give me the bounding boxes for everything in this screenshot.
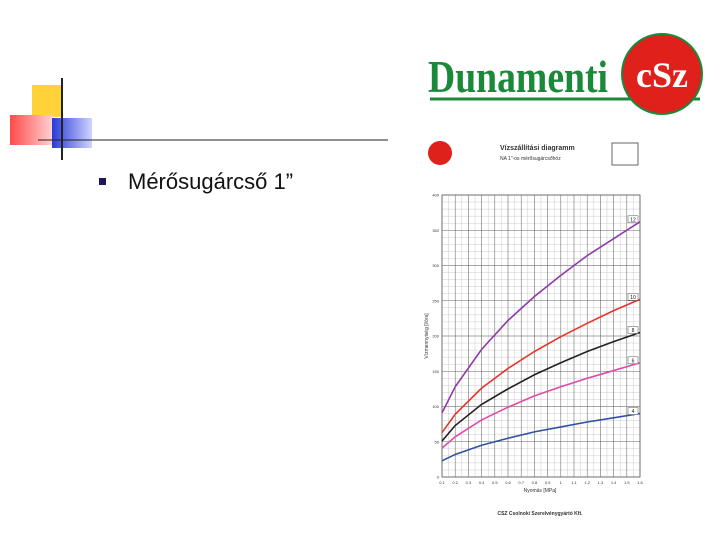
y-tick-label: 0: [437, 475, 440, 480]
y-axis-label: Vízmennyiség [l/óra]: [424, 313, 430, 359]
series-label: 4: [632, 409, 635, 415]
logo-badge-text: cSz: [636, 55, 688, 95]
bullet: [99, 178, 106, 185]
series-line: [441, 298, 641, 434]
y-tick-label: 300: [432, 263, 439, 268]
x-tick-label: 0.5: [492, 480, 498, 485]
x-tick-label: 0.1: [439, 480, 445, 485]
chart-subtitle: NA 1"-os mérősugárcsőhöz: [500, 156, 561, 162]
x-tick-label: 1.2: [584, 480, 590, 485]
x-tick-label: 1.1: [571, 480, 577, 485]
series-label: 10: [630, 295, 636, 301]
series-label: 8: [632, 328, 635, 334]
x-tick-label: 0.4: [479, 480, 485, 485]
chart-image: [418, 135, 650, 535]
chart-footer: CSZ Csolnoki Szerelvénygyártó Kft.: [497, 511, 583, 517]
x-tick-label: 1.5: [624, 480, 630, 485]
series-label-box: [627, 407, 639, 415]
x-tick-label: 0.8: [532, 480, 538, 485]
y-tick-label: 350: [432, 228, 439, 233]
y-tick-label: 250: [432, 298, 439, 303]
x-tick-label: 0.7: [518, 480, 524, 485]
y-tick-label: 400: [432, 193, 439, 198]
bullet-text: Mérősugárcső 1”: [128, 169, 293, 194]
series-line: [441, 412, 641, 462]
deco-yellow: [32, 85, 62, 117]
series-label-box: [627, 326, 639, 334]
chart-cert: [611, 142, 639, 166]
chart-logo: [428, 141, 452, 165]
x-tick-label: 1: [560, 480, 563, 485]
series-label-box: [627, 356, 639, 365]
series-line: [441, 362, 641, 449]
chart-title: Vízszállítási diagramm: [500, 145, 575, 152]
series-label: 6: [632, 358, 635, 364]
x-tick-label: 0.6: [505, 480, 511, 485]
y-tick-label: 50: [435, 439, 440, 444]
series-line: [441, 331, 641, 442]
y-tick-label: 100: [432, 404, 439, 409]
series-line: [441, 221, 641, 414]
x-tick-label: 0.9: [545, 480, 551, 485]
x-tick-label: 0.2: [452, 480, 458, 485]
x-tick-label: 1.3: [598, 480, 604, 485]
x-tick-label: 1.6: [637, 480, 643, 485]
y-tick-label: 150: [432, 369, 439, 374]
deco-blue: [52, 118, 92, 148]
series-label: 12: [630, 217, 636, 223]
y-tick-label: 200: [432, 334, 439, 339]
x-tick-label: 0.3: [466, 480, 472, 485]
logo-text: Dunamenti: [428, 51, 608, 102]
logo-badge: [621, 33, 703, 115]
series-label-box: [627, 215, 639, 224]
x-tick-label: 1.4: [611, 480, 617, 485]
x-axis-label: Nyomás [MPa]: [524, 488, 557, 494]
series-label-box: [627, 293, 639, 301]
